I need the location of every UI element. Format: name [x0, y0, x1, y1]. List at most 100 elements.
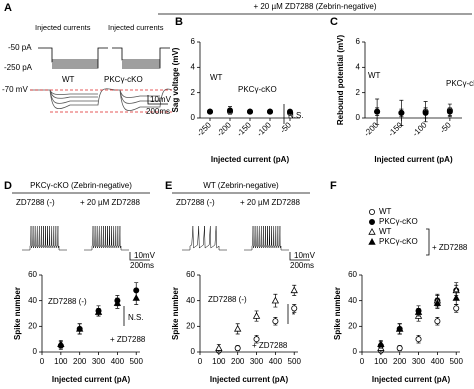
stimulus-steps: [38, 47, 108, 69]
legend-marker: [368, 227, 376, 235]
y-tick-label: 6: [191, 37, 196, 46]
x-tick-label: 300: [250, 357, 264, 366]
legend-marker: [368, 237, 376, 245]
series-label: + ZD7288: [252, 341, 288, 350]
marker: [253, 336, 260, 343]
marker: [374, 108, 381, 115]
marker: [246, 108, 253, 115]
marker: [286, 108, 293, 115]
scale-bar: [289, 252, 310, 261]
annotation: N.S.: [288, 111, 304, 120]
marker: [76, 324, 84, 332]
scale-bar: [147, 95, 168, 105]
y-tick-label: 60: [28, 270, 37, 279]
y-axis-label: Spike number: [13, 287, 22, 340]
y-tick-label: 60: [186, 270, 195, 279]
x-tick-label: 100: [54, 357, 68, 366]
chart-title: WT (Zebrin-negative): [203, 181, 279, 190]
stim-label: Injected currents: [35, 23, 91, 32]
marker: [234, 345, 241, 352]
panel-letter: F: [330, 180, 337, 192]
trace-label: ZD7288 (-): [16, 198, 55, 207]
marker: [290, 286, 298, 294]
scale-label: 10mV: [134, 251, 156, 260]
x-tick-label: 200: [73, 357, 87, 366]
panel-letter: D: [4, 180, 12, 192]
y-tick-label: 0: [353, 347, 358, 356]
chart-title: PKCγ-cKO (Zebrin-negative): [30, 181, 132, 190]
scale-label: 200ms: [146, 107, 170, 116]
spike-trace: [22, 225, 67, 251]
marker: [422, 109, 429, 116]
marker: [252, 312, 261, 319]
y-axis-label: Rebound potential (mV): [336, 35, 345, 126]
x-axis-label: Injected current (pA): [210, 375, 289, 384]
trace-label: + 20 µM ZD7288: [240, 198, 301, 207]
marker: [266, 108, 273, 115]
x-tick-label: 0: [40, 357, 45, 366]
marker: [206, 108, 213, 115]
marker: [113, 299, 122, 306]
wt-traces: [30, 88, 116, 110]
panel-letter: C: [330, 16, 338, 28]
legend-marker: [368, 218, 375, 225]
x-tick-label: 100: [374, 357, 388, 366]
x-tick-label: 0: [198, 357, 203, 366]
legend-label: WT: [379, 207, 392, 216]
legend-label: PKCγ-cKO: [379, 217, 418, 226]
marker: [396, 324, 404, 332]
trace-label: PKCγ-cKO: [104, 75, 143, 84]
cko-traces: [112, 88, 173, 111]
series-label: WT: [210, 73, 223, 82]
marker: [132, 294, 140, 301]
series-label: PKCγ-cKO: [446, 79, 474, 88]
spike-trace: [244, 225, 289, 251]
annotation: *: [292, 311, 295, 320]
current-label: -250 pA: [4, 63, 33, 72]
annotation: N.S.: [128, 313, 144, 322]
x-axis-label: Injected current (pA): [52, 375, 131, 384]
x-tick-label: 100: [212, 357, 226, 366]
scale-label: 10mV: [294, 251, 316, 260]
series-label: PKCγ-cKO: [238, 85, 277, 94]
marker: [398, 109, 405, 116]
header: + 20 µM ZD7288 (Zebrin-negative): [253, 2, 376, 11]
trace-label: ZD7288 (-): [176, 198, 215, 207]
y-tick-label: 20: [186, 321, 195, 330]
x-tick-label: 400: [269, 357, 283, 366]
marker: [453, 305, 460, 312]
trace-label: + 20 µM ZD7288: [80, 198, 141, 207]
x-tick-label: 500: [130, 357, 144, 366]
y-tick-label: 4: [191, 62, 196, 71]
legend-label: WT: [379, 227, 392, 236]
y-tick-label: 40: [28, 296, 37, 305]
y-tick-label: 2: [191, 88, 196, 97]
y-tick-label: 2: [356, 88, 361, 97]
y-tick-label: 0: [356, 113, 361, 122]
y-tick-label: 4: [356, 62, 361, 71]
x-tick-label: 500: [288, 357, 302, 366]
stim-label: Injected currents: [108, 23, 164, 32]
x-tick-label: 300: [412, 357, 426, 366]
y-tick-label: 6: [356, 37, 361, 46]
y-tick-label: 0: [33, 347, 38, 356]
x-tick-label: 200: [393, 357, 407, 366]
marker: [446, 108, 453, 115]
scale-label: 10mV: [150, 95, 172, 104]
x-tick-label: 200: [231, 357, 245, 366]
x-axis-label: Injected current (pA): [211, 155, 290, 164]
marker: [226, 107, 233, 114]
x-tick-label: 400: [111, 357, 125, 366]
spike-trace: [84, 225, 129, 251]
marker: [415, 336, 422, 343]
current-label: -50 pA: [8, 43, 32, 52]
x-axis-label: Injected current (pA): [372, 375, 451, 384]
series-label: ZD7288 (-): [208, 295, 247, 304]
x-tick-label: 300: [92, 357, 106, 366]
y-tick-label: 20: [348, 321, 357, 330]
trace-label: WT: [62, 75, 75, 84]
y-tick-label: 60: [348, 270, 357, 279]
panel-letter: E: [165, 180, 172, 192]
